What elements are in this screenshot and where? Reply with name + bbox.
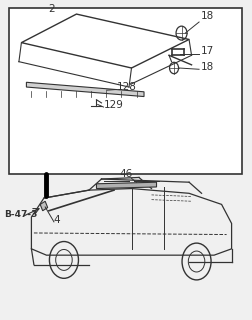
Text: 128: 128 bbox=[116, 82, 136, 92]
Text: 129: 129 bbox=[104, 100, 123, 110]
Text: 18: 18 bbox=[200, 61, 213, 72]
Bar bbox=[9, 8, 241, 174]
Polygon shape bbox=[26, 82, 143, 97]
Text: 4: 4 bbox=[54, 215, 60, 226]
Text: 17: 17 bbox=[200, 46, 213, 56]
Text: B-47-3: B-47-3 bbox=[4, 210, 37, 219]
Text: 18: 18 bbox=[200, 11, 213, 21]
Text: 46: 46 bbox=[119, 170, 133, 180]
Text: 2: 2 bbox=[48, 4, 54, 14]
Polygon shape bbox=[40, 201, 47, 211]
Polygon shape bbox=[96, 182, 156, 188]
